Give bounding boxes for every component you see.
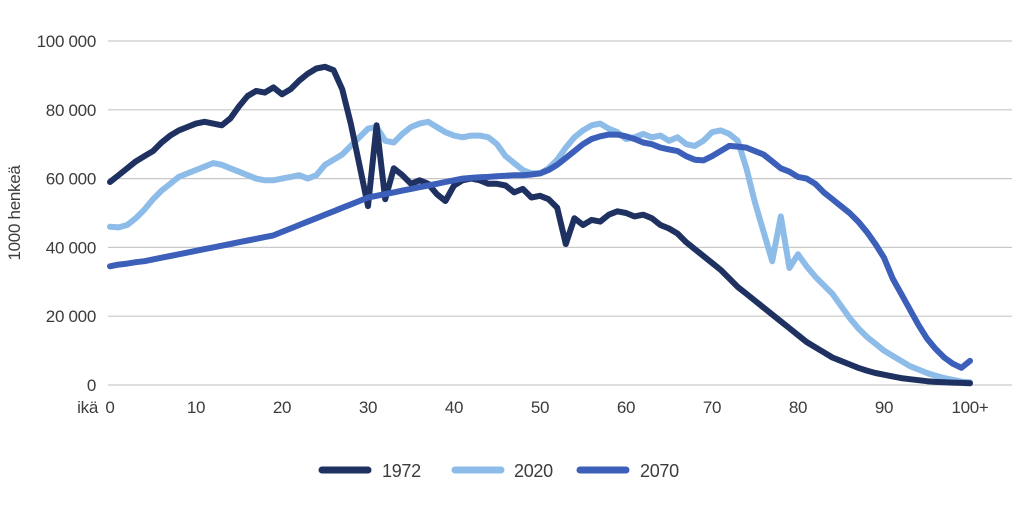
series-line-2020 bbox=[107, 118, 973, 386]
series-line-1972 bbox=[107, 63, 973, 387]
y-tick-80000: 80 000 bbox=[46, 101, 96, 120]
chart-legend: 1972 2020 2070 bbox=[318, 461, 679, 481]
x-tick-40: 40 bbox=[445, 398, 463, 417]
y-tick-100000: 100 000 bbox=[37, 32, 96, 51]
legend-label-1972: 1972 bbox=[382, 461, 421, 481]
x-tick-60: 60 bbox=[617, 398, 635, 417]
y-tick-40000: 40 000 bbox=[46, 238, 96, 257]
legend-label-2070: 2070 bbox=[640, 461, 679, 481]
x-tick-80: 80 bbox=[789, 398, 807, 417]
x-tick-10: 10 bbox=[187, 398, 205, 417]
x-axis-title: ikä bbox=[77, 398, 99, 417]
y-tick-0: 0 bbox=[87, 376, 96, 395]
x-tick-20: 20 bbox=[273, 398, 291, 417]
y-axis-tick-labels: 0 20 000 40 000 60 000 80 000 100 000 bbox=[37, 32, 97, 395]
x-tick-70: 70 bbox=[703, 398, 721, 417]
y-tick-20000: 20 000 bbox=[46, 307, 96, 326]
x-tick-100+: 100+ bbox=[951, 398, 988, 417]
x-tick-50: 50 bbox=[531, 398, 549, 417]
x-tick-30: 30 bbox=[359, 398, 377, 417]
y-tick-60000: 60 000 bbox=[46, 170, 96, 189]
data-series-lines bbox=[107, 63, 973, 387]
x-axis-tick-labels: 0 10 20 30 40 50 60 70 80 90 100+ bbox=[105, 398, 989, 417]
x-tick-90: 90 bbox=[875, 398, 893, 417]
series-line-2070 bbox=[107, 131, 973, 371]
y-axis-title: 1000 henkeä bbox=[5, 165, 24, 261]
x-tick-0: 0 bbox=[105, 398, 114, 417]
legend-label-2020: 2020 bbox=[514, 461, 553, 481]
